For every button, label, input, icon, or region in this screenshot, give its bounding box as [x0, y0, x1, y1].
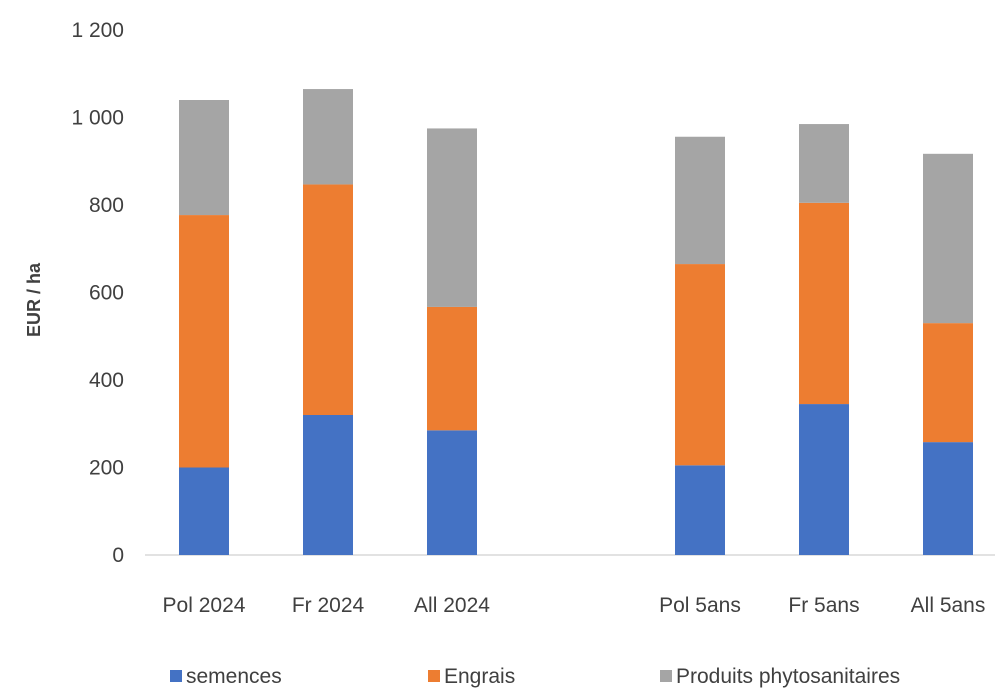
- bar-segment: [675, 264, 725, 466]
- y-tick-label: 200: [89, 457, 124, 480]
- x-tick-label: Fr 2024: [292, 594, 365, 617]
- bar-segment: [675, 465, 725, 555]
- y-tick-label: 400: [89, 369, 124, 392]
- legend-swatch: [660, 670, 672, 682]
- bar-segment: [427, 430, 477, 555]
- x-tick-label: Pol 5ans: [659, 594, 741, 617]
- y-tick-label: 800: [89, 194, 124, 217]
- bar-segment: [179, 215, 229, 468]
- x-axis-labels: Pol 2024 Fr 2024 All 2024 Pol 5ans Fr 5ans Al…: [163, 594, 986, 617]
- y-axis-title: EUR / ha: [24, 262, 44, 337]
- legend-label: Engrais: [444, 665, 515, 688]
- x-tick-label: All 2024: [414, 594, 490, 617]
- bar-segment: [179, 467, 229, 555]
- y-tick-label: 600: [89, 282, 124, 305]
- legend-swatch: [428, 670, 440, 682]
- legend-label: semences: [186, 665, 282, 688]
- legend-label: Produits phytosanitaires: [676, 665, 900, 688]
- bar-segment: [923, 323, 973, 443]
- bar-segment: [799, 404, 849, 555]
- bar-segment: [923, 153, 973, 324]
- y-axis-ticks: 0 200 400 600 800 1 000 1 200: [71, 19, 124, 567]
- y-tick-label: 1 200: [71, 19, 124, 42]
- bar-segment: [923, 442, 973, 555]
- legend: semences Engrais Produits phytosanitaires: [170, 665, 900, 688]
- y-tick-label: 1 000: [71, 107, 124, 130]
- bars: [179, 89, 973, 555]
- bar-segment: [179, 100, 229, 216]
- bar-segment: [675, 136, 725, 265]
- bar-segment: [303, 89, 353, 185]
- bar-segment: [427, 128, 477, 307]
- bar-segment: [303, 415, 353, 555]
- legend-swatch: [170, 670, 182, 682]
- bar-segment: [799, 202, 849, 405]
- x-tick-label: All 5ans: [911, 594, 986, 617]
- bar-segment: [303, 184, 353, 415]
- x-tick-label: Pol 2024: [163, 594, 246, 617]
- x-tick-label: Fr 5ans: [788, 594, 859, 617]
- bar-segment: [799, 124, 849, 203]
- y-tick-label: 0: [112, 544, 124, 567]
- bar-segment: [427, 306, 477, 431]
